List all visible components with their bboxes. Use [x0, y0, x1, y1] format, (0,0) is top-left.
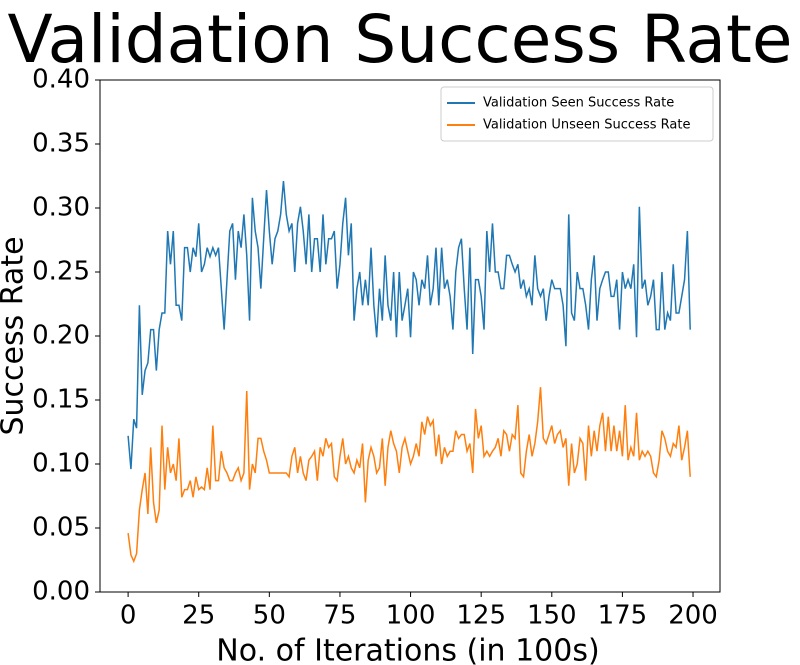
- x-tick-label: 175: [598, 601, 648, 631]
- y-tick-label: 0.10: [32, 449, 90, 479]
- y-tick-label: 0.30: [32, 193, 90, 223]
- y-tick-label: 0.40: [32, 65, 90, 95]
- x-tick-label: 25: [182, 601, 215, 631]
- x-tick-label: 200: [668, 601, 718, 631]
- x-tick-label: 75: [323, 601, 356, 631]
- y-tick-label: 0.00: [32, 577, 90, 607]
- legend-box: [440, 86, 714, 142]
- plot-frame: [99, 79, 721, 593]
- y-axis-label: Success Rate: [0, 236, 31, 435]
- chart-title: Validation Success Rate: [8, 1, 793, 78]
- series-line: [127, 387, 691, 564]
- y-tick-label: 0.25: [32, 257, 90, 287]
- y-tick-label: 0.20: [32, 321, 90, 351]
- x-tick-label: 100: [386, 601, 436, 631]
- legend-label: Validation Seen Success Rate: [483, 96, 674, 111]
- y-tick-label: 0.35: [32, 129, 90, 159]
- x-tick-label: 50: [253, 601, 286, 631]
- y-tick-label: 0.05: [32, 513, 90, 543]
- legend-label: Validation Unseen Success Rate: [483, 118, 691, 133]
- x-axis-label: No. of Iterations (in 100s): [216, 634, 599, 665]
- x-tick-label: 150: [527, 601, 577, 631]
- x-tick-label: 125: [456, 601, 506, 631]
- x-tick-label: 0: [120, 601, 137, 631]
- series-line: [127, 181, 691, 470]
- y-tick-label: 0.15: [32, 385, 90, 415]
